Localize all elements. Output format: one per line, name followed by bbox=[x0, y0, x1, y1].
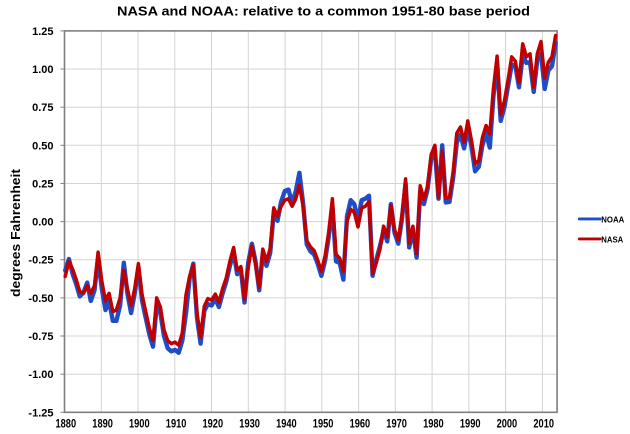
svg-text:-1.25: -1.25 bbox=[28, 407, 53, 419]
svg-text:1920: 1920 bbox=[203, 419, 224, 430]
svg-text:1970: 1970 bbox=[386, 419, 407, 430]
svg-text:-0.25: -0.25 bbox=[28, 255, 53, 267]
svg-text:NASA and NOAA: relative to a c: NASA and NOAA: relative to a common 1951… bbox=[117, 4, 530, 19]
svg-text:0.50: 0.50 bbox=[32, 140, 53, 152]
svg-text:1900: 1900 bbox=[129, 419, 150, 430]
svg-text:0.25: 0.25 bbox=[32, 179, 53, 191]
svg-text:1960: 1960 bbox=[350, 419, 371, 430]
svg-text:1990: 1990 bbox=[460, 419, 481, 430]
svg-text:1980: 1980 bbox=[423, 419, 444, 430]
svg-text:1890: 1890 bbox=[92, 419, 113, 430]
svg-text:1950: 1950 bbox=[313, 419, 334, 430]
svg-text:2010: 2010 bbox=[533, 419, 554, 430]
svg-text:1880: 1880 bbox=[56, 419, 77, 430]
svg-text:1930: 1930 bbox=[239, 419, 260, 430]
svg-text:1.00: 1.00 bbox=[32, 64, 53, 76]
svg-text:-0.75: -0.75 bbox=[28, 331, 53, 343]
svg-text:-0.50: -0.50 bbox=[28, 293, 53, 305]
svg-text:0.75: 0.75 bbox=[32, 102, 53, 114]
svg-text:degrees Fahrenheit: degrees Fahrenheit bbox=[8, 168, 23, 297]
svg-text:-1.00: -1.00 bbox=[28, 369, 53, 381]
svg-text:NASA: NASA bbox=[601, 236, 623, 245]
svg-text:0.00: 0.00 bbox=[32, 217, 53, 229]
svg-text:NOAA: NOAA bbox=[601, 216, 624, 225]
svg-text:1.25: 1.25 bbox=[32, 26, 53, 38]
svg-text:2000: 2000 bbox=[497, 419, 518, 430]
svg-text:1910: 1910 bbox=[166, 419, 187, 430]
svg-text:1940: 1940 bbox=[276, 419, 297, 430]
